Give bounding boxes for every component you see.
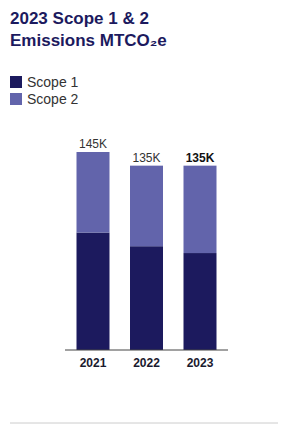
legend-swatch bbox=[10, 93, 22, 105]
bottom-rule bbox=[10, 423, 278, 424]
chart-svg: Scope 1Scope 2 145K 135K 135K 2021 2022 2023 bbox=[0, 0, 288, 431]
bars bbox=[77, 152, 217, 350]
chart-title: 2023 Scope 1 & 2 Emissions MTCO₂e bbox=[10, 8, 210, 52]
total-label: 145K bbox=[79, 137, 107, 151]
bar-segment bbox=[77, 233, 110, 350]
total-label: 135K bbox=[132, 151, 160, 165]
bar-segment bbox=[130, 166, 163, 247]
bar-segment bbox=[130, 246, 163, 350]
bar-segment bbox=[77, 152, 110, 233]
category-label: 2021 bbox=[80, 356, 107, 370]
legend-label: Scope 2 bbox=[27, 91, 79, 107]
legend-swatch bbox=[10, 76, 22, 88]
total-label: 135K bbox=[186, 151, 215, 165]
category-label: 2022 bbox=[133, 356, 160, 370]
category-label: 2023 bbox=[187, 356, 214, 370]
bar-segment bbox=[184, 166, 217, 253]
bar-segment bbox=[184, 253, 217, 350]
baseline bbox=[65, 350, 228, 351]
legend-label: Scope 1 bbox=[27, 74, 79, 90]
